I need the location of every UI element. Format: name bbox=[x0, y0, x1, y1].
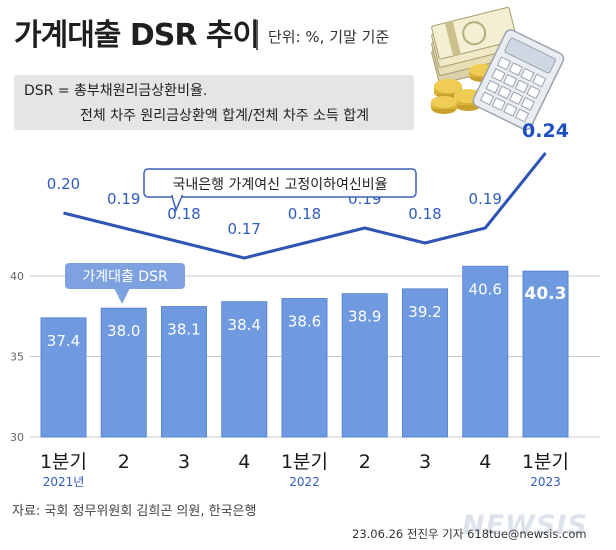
line-value-label: 0.20 bbox=[47, 175, 80, 193]
y-axis-ticks: 30 35 40 bbox=[10, 270, 24, 444]
bar-value-label: 38.6 bbox=[288, 313, 321, 331]
line-value-label: 0.18 bbox=[288, 205, 321, 223]
bar-value-label: 38.0 bbox=[107, 322, 140, 340]
source-note: 자료: 국회 정무위원회 김희곤 의원, 한국은행 bbox=[12, 500, 256, 519]
bar-value-label: 37.4 bbox=[47, 332, 80, 350]
callout-pointer bbox=[114, 288, 130, 304]
x-category-label: 3 bbox=[419, 451, 431, 473]
bar-series-name: 가계대출 DSR bbox=[82, 269, 168, 285]
credit-line: 23.06.26 전진우 기자 618tue@newsis.com bbox=[352, 526, 587, 542]
line-value-label: 0.18 bbox=[408, 205, 441, 223]
x-category-label: 2 bbox=[359, 451, 371, 473]
x-category-label: 1분기 bbox=[281, 451, 328, 473]
x-category-label: 1분기 bbox=[40, 451, 87, 473]
line-value-label: 0.19 bbox=[469, 190, 502, 208]
bar-value-label: 40.6 bbox=[469, 280, 502, 298]
x-category-label: 4 bbox=[479, 451, 491, 473]
line-value-label: 0.17 bbox=[228, 220, 261, 238]
bar-value-label: 39.2 bbox=[408, 303, 441, 321]
line-value-label: 0.18 bbox=[167, 205, 200, 223]
line-value-label: 0.24 bbox=[522, 120, 569, 142]
x-year-label: 2022 bbox=[289, 475, 320, 489]
bar-value-label: 38.9 bbox=[348, 308, 381, 326]
x-year-label: 2023 bbox=[530, 475, 561, 489]
infographic: 가계대출 DSR 추이 단위: %, 기말 기준 DSR = 총부채원리금상환비… bbox=[0, 0, 616, 550]
y-tick-label: 35 bbox=[10, 351, 24, 364]
line-series-name: 국내은행 가계여신 고정이하여신비율 bbox=[173, 177, 388, 193]
x-category-label: 3 bbox=[178, 451, 190, 473]
y-tick-label: 40 bbox=[10, 270, 24, 283]
x-category-label: 2 bbox=[118, 451, 130, 473]
bar-value-label: 38.1 bbox=[167, 321, 200, 339]
x-axis-labels: 1분기 2 3 4 1분기 2 3 4 1분기 2021년 2022 2023 bbox=[40, 451, 569, 489]
y-tick-label: 30 bbox=[10, 431, 24, 444]
chart-svg: 30 35 40 37.4 38.0 38.1 38.4 38.6 38.9 39.2 40.6 4… bbox=[0, 0, 616, 550]
callout-pointer-mask bbox=[173, 194, 181, 198]
x-category-label: 1분기 bbox=[522, 451, 569, 473]
x-category-label: 4 bbox=[238, 451, 250, 473]
money-calculator-icon bbox=[425, 7, 565, 132]
bar-value-label: 38.4 bbox=[228, 316, 261, 334]
line-value-label: 0.19 bbox=[107, 190, 140, 208]
x-year-label: 2021년 bbox=[43, 475, 85, 489]
bar-value-label: 40.3 bbox=[525, 284, 567, 304]
